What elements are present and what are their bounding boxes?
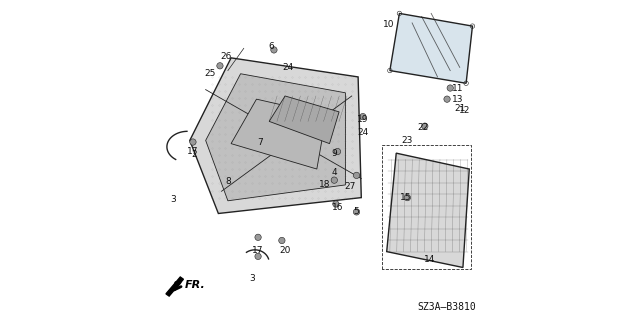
Text: 21: 21 [454, 104, 465, 113]
Text: 27: 27 [344, 182, 356, 191]
Text: 3: 3 [170, 195, 176, 204]
Text: 16: 16 [332, 203, 343, 211]
Text: 6: 6 [268, 42, 274, 51]
Circle shape [447, 85, 453, 91]
Polygon shape [390, 13, 472, 83]
Polygon shape [387, 153, 469, 268]
Circle shape [353, 209, 360, 215]
Circle shape [404, 195, 410, 201]
Text: 7: 7 [257, 137, 262, 146]
Circle shape [217, 63, 223, 69]
Text: 17: 17 [252, 246, 264, 255]
Circle shape [333, 201, 339, 207]
Text: 18: 18 [319, 181, 330, 189]
Text: 4: 4 [332, 168, 337, 177]
Circle shape [353, 172, 360, 179]
Circle shape [255, 234, 261, 241]
Circle shape [271, 47, 277, 53]
Circle shape [278, 237, 285, 244]
Text: 24: 24 [357, 128, 369, 137]
Text: 26: 26 [221, 52, 232, 61]
Text: 23: 23 [402, 136, 413, 145]
Circle shape [190, 139, 196, 145]
Circle shape [422, 123, 428, 129]
Circle shape [444, 96, 450, 102]
Text: FR.: FR. [184, 280, 205, 290]
Text: 9: 9 [332, 149, 337, 158]
Circle shape [255, 253, 261, 260]
Text: 19: 19 [357, 115, 369, 124]
Text: 11: 11 [452, 84, 464, 93]
Polygon shape [205, 74, 346, 201]
Text: 14: 14 [424, 255, 435, 264]
Text: 2: 2 [192, 150, 197, 159]
Text: 3: 3 [249, 274, 255, 283]
Polygon shape [190, 58, 362, 213]
Circle shape [334, 148, 340, 155]
Polygon shape [231, 99, 326, 169]
Circle shape [360, 114, 366, 120]
Text: 25: 25 [205, 69, 216, 78]
Text: 17: 17 [188, 147, 198, 156]
Text: 13: 13 [452, 95, 464, 104]
Text: 8: 8 [225, 177, 231, 186]
Circle shape [331, 177, 337, 183]
Text: 5: 5 [354, 207, 360, 216]
Text: 10: 10 [383, 20, 394, 29]
Text: 22: 22 [417, 123, 429, 132]
Text: 24: 24 [283, 63, 294, 72]
Polygon shape [166, 277, 184, 296]
Text: 12: 12 [459, 106, 470, 115]
Text: 15: 15 [400, 193, 412, 202]
Polygon shape [269, 96, 339, 144]
Text: SZ3A–B3810: SZ3A–B3810 [417, 302, 476, 312]
Text: 20: 20 [280, 246, 291, 255]
